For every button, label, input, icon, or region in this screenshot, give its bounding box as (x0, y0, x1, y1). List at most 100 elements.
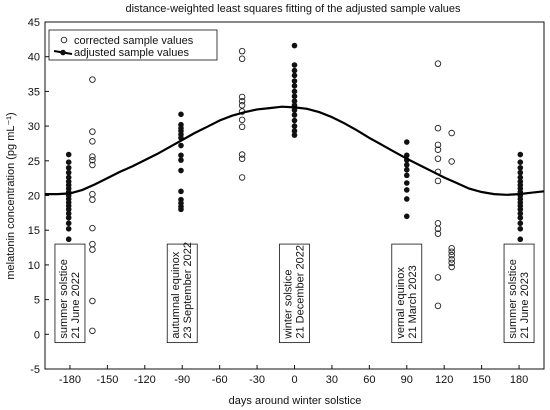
adjusted-sample-point (291, 117, 298, 124)
legend: corrected sample values adjusted sample … (48, 29, 218, 61)
adjusted-sample-point (65, 226, 72, 232)
adjusted-sample-point (291, 62, 298, 68)
x-tick-label: -120 (134, 374, 156, 386)
x-tick-label: 180 (510, 374, 528, 386)
corrected-sample-point (89, 246, 96, 253)
event-annotation-text: winter solstice (283, 270, 295, 340)
legend-marker-adjusted (60, 49, 66, 56)
event-annotation-box (279, 243, 310, 344)
corrected-sample-point (448, 158, 455, 165)
adjusted-sample-point (65, 236, 72, 243)
x-tick-label: -180 (59, 374, 81, 386)
event-annotations: summer solstice 21 June 2022 autumnal equi… (54, 242, 535, 344)
corrected-sample-point (434, 302, 442, 310)
corrected-sample-point (89, 190, 96, 198)
event-annotation-box (391, 243, 423, 344)
adjusted-sample-point (517, 151, 524, 158)
adjusted-sample-point (403, 162, 410, 168)
adjusted-sample-point (291, 83, 298, 89)
corrected-sample-point (448, 256, 455, 263)
corrected-sample-point (238, 123, 246, 131)
adjusted-sample-point (403, 139, 410, 145)
event-annotation-text: 23 September 2022 (182, 242, 194, 339)
event-annotation-box (166, 243, 198, 344)
y-tick-label: 25 (28, 156, 40, 168)
corrected-sample-point (434, 220, 442, 227)
adjusted-sample-point (178, 167, 184, 174)
corrected-sample-point (238, 155, 246, 162)
corrected-sample-point (448, 251, 455, 259)
adjusted-sample-point (178, 142, 184, 149)
adjusted-sample-point (517, 210, 524, 217)
corrected-sample-point (238, 174, 246, 181)
x-tick-label: -30 (249, 374, 265, 386)
corrected-sample-point (238, 55, 246, 63)
event-annotation: autumnal equinox 23 September 2022 (166, 242, 198, 344)
adjusted-sample-point (291, 67, 298, 74)
adjusted-sample-point (178, 157, 184, 163)
corrected-sample-point (434, 60, 442, 67)
x-tick-label: -60 (212, 374, 228, 386)
event-annotation-text: summer solstice (58, 259, 70, 338)
legend-label-adjusted: adjusted sample values (74, 47, 189, 59)
adjusted-sample-point (403, 213, 410, 220)
adjusted-sample-point (517, 174, 524, 181)
corrected-sample-point (89, 128, 96, 135)
adjusted-sample-point (517, 164, 524, 171)
corrected-sample-point (434, 177, 442, 185)
corrected-sample-point (89, 76, 96, 83)
corrected-sample-point (434, 124, 442, 132)
legend-marker-corrected (60, 36, 68, 44)
x-tick-label: 30 (326, 374, 338, 386)
event-annotation-text: 21 June 2022 (70, 272, 82, 339)
corrected-sample-point (448, 259, 455, 267)
event-annotation-box (503, 243, 535, 344)
x-axis-title: days around winter solstice (229, 395, 362, 407)
adjusted-sample-point (65, 214, 72, 221)
y-tick-label: 5 (34, 295, 40, 307)
y-axis-ticks: -5 0 5 10 15 20 25 30 35 40 45 (28, 17, 49, 376)
corrected-sample-point (434, 155, 442, 162)
corrected-sample-point (89, 224, 96, 232)
adjusted-sample-point (178, 206, 184, 213)
adjusted-sample-point (65, 164, 72, 171)
x-tick-label: 120 (435, 374, 453, 386)
adjusted-sample-point (517, 226, 524, 232)
adjusted-sample-point (291, 132, 298, 138)
event-annotation: summer solstice 21 June 2023 (503, 243, 535, 344)
adjusted-sample-point (65, 210, 72, 217)
y-tick-label: 35 (28, 86, 40, 98)
adjusted-sample-point (517, 206, 524, 213)
corrected-sample-point (89, 240, 96, 248)
adjusted-sample-point (517, 236, 524, 243)
y-tick-label: 0 (34, 329, 40, 341)
x-tick-label: 60 (363, 374, 375, 386)
adjusted-sample-point (178, 111, 184, 118)
adjusted-sample-point (291, 128, 298, 134)
adjusted-sample-point (517, 169, 524, 176)
legend-box (48, 29, 218, 61)
x-tick-label: 90 (401, 374, 413, 386)
x-tick-label: 150 (472, 374, 490, 386)
corrected-sample-point (89, 196, 96, 203)
corrected-sample-point (89, 327, 96, 335)
adjusted-sample-point (291, 88, 298, 95)
adjusted-sample-point (178, 152, 184, 159)
adjusted-sample-point (291, 93, 298, 100)
event-annotation-text: 21 December 2022 (295, 245, 307, 339)
event-annotation-box (54, 243, 86, 344)
adjusted-sample-point (291, 107, 298, 113)
adjusted-sample-point (65, 220, 72, 227)
corrected-sample-point (238, 116, 246, 124)
legend-label-corrected: corrected sample values (74, 35, 194, 47)
adjusted-sample-point (517, 214, 524, 221)
x-tick-label: -150 (96, 374, 118, 386)
event-annotation: summer solstice 21 June 2022 (54, 243, 86, 344)
adjusted-sample-point (65, 206, 72, 213)
corrected-sample-point (238, 151, 246, 158)
y-tick-label: -5 (30, 364, 40, 376)
adjusted-sample-point (65, 151, 72, 158)
y-tick-label: 30 (28, 121, 40, 133)
y-tick-label: 20 (28, 191, 40, 203)
adjusted-sample-point (403, 180, 410, 186)
